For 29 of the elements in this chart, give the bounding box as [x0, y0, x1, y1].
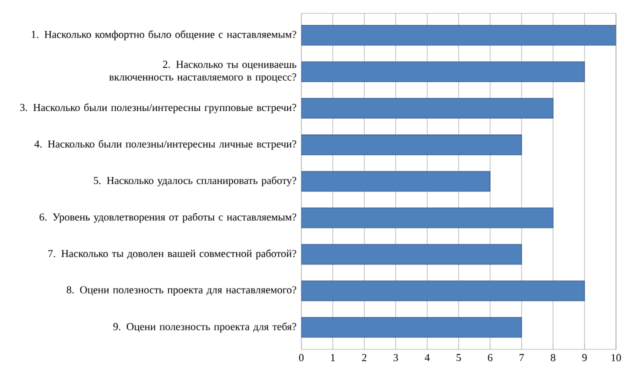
x-tick-label: 6	[488, 354, 492, 362]
bar	[301, 208, 554, 228]
y-tick-label: 5. Насколько удалось спланировать работу?	[94, 176, 296, 186]
x-tick-label: 9	[582, 354, 587, 362]
bar	[301, 317, 522, 338]
y-tick-label: 4. Насколько были полезны/интересны личные встречи?	[34, 140, 296, 150]
bar	[301, 244, 522, 265]
x-tick-label: 1	[331, 354, 335, 362]
x-tick-label: 8	[550, 354, 556, 362]
y-tick-label: 1. Насколько комфортно было общение с наставляемым?	[32, 30, 296, 40]
y-tick-label: 7. Насколько ты доволен вашей совместной работой?	[48, 250, 296, 260]
y-tick-label: 8. Оцени полезность проекта для наставляемого?	[66, 286, 296, 296]
y-tick-label: 9. Оцени полезность проекта для тебя?	[113, 322, 296, 333]
x-tick-label: 2	[362, 354, 366, 362]
bar	[301, 280, 585, 302]
x-tick-label: 7	[520, 354, 524, 362]
y-tick-label: 6. Уровень удовлетворения от работы с наставляемым?	[40, 213, 296, 223]
x-tick-label: 4	[424, 354, 430, 362]
x-tick-label: 5	[456, 354, 461, 362]
x-tick-label: 10	[612, 354, 621, 362]
bar	[301, 171, 490, 192]
bar	[301, 62, 585, 82]
x-tick-label: 0	[299, 354, 304, 362]
x-tick-label: 3	[394, 354, 398, 362]
y-tick-label: 3. Насколько были полезны/интересны групповые встречи?	[20, 103, 296, 114]
y-tick-label: 2. Насколько ты оцениваешь включенность наставляемого в процесс?	[109, 60, 296, 83]
bar	[301, 25, 616, 46]
bar	[301, 98, 554, 119]
bar	[301, 134, 522, 156]
